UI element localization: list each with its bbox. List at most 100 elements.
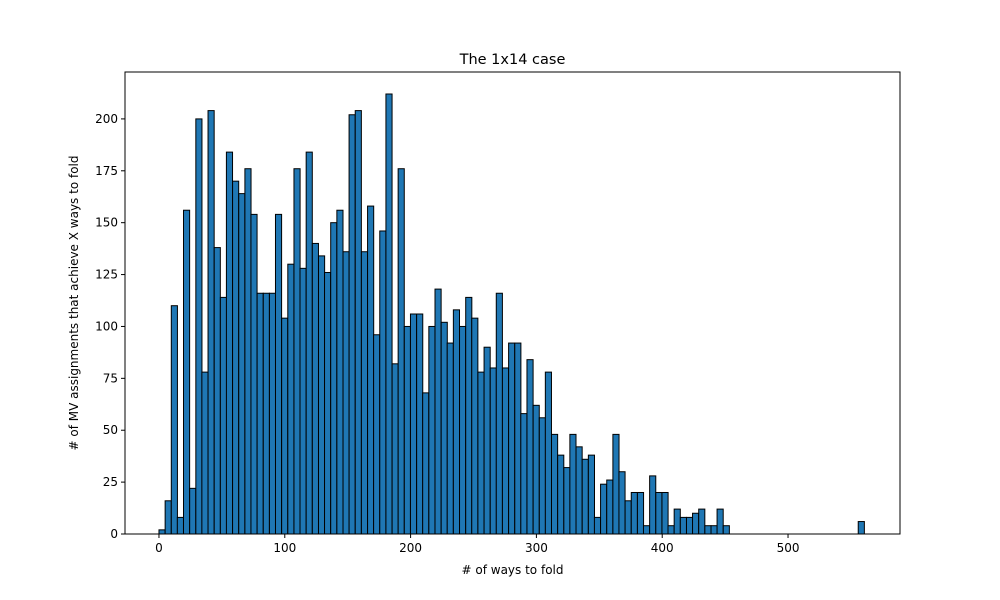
histogram-bar xyxy=(256,292,264,535)
histogram-bar xyxy=(636,491,645,535)
histogram-bar xyxy=(274,213,283,535)
histogram-bar xyxy=(219,296,227,535)
histogram-bar xyxy=(317,255,326,535)
histogram-bar xyxy=(225,151,234,535)
x-axis: 0 100 200 300 400 500 xyxy=(155,534,799,555)
histogram-bar xyxy=(373,334,381,535)
histogram-bar xyxy=(618,471,626,535)
histogram-bar xyxy=(324,271,332,535)
histogram-bar xyxy=(354,110,362,535)
histogram-bar xyxy=(360,251,369,535)
histogram-bar xyxy=(514,342,522,535)
x-tick-label: 200 xyxy=(399,541,422,555)
histogram-bar xyxy=(348,114,356,535)
histogram-bar xyxy=(624,500,632,535)
histogram-bar xyxy=(593,516,602,535)
histogram-bar xyxy=(342,251,350,535)
histogram-bar xyxy=(207,110,215,535)
histogram-bar xyxy=(213,247,221,535)
histogram-bar xyxy=(520,413,528,535)
histogram-bar xyxy=(440,321,448,535)
histogram-bar xyxy=(201,371,209,535)
histogram-bar xyxy=(250,213,258,535)
x-tick-label: 300 xyxy=(525,541,548,555)
histogram-bar xyxy=(158,529,166,535)
histogram-bar xyxy=(176,516,184,535)
histogram-bar xyxy=(434,288,442,535)
histogram-bar xyxy=(397,168,405,535)
histogram-bar xyxy=(379,230,387,535)
histogram-bar xyxy=(311,242,319,535)
histogram-bar xyxy=(642,525,651,535)
histogram-bar xyxy=(551,433,559,535)
histogram-bar xyxy=(385,93,393,535)
x-tick-label: 400 xyxy=(651,541,674,555)
histogram-bar xyxy=(722,525,730,535)
y-tick-label: 175 xyxy=(95,164,118,178)
histogram-bar xyxy=(305,151,313,535)
histogram-bar xyxy=(238,193,246,535)
histogram-bar xyxy=(422,392,430,535)
histogram-bar xyxy=(630,491,638,535)
histogram-bar xyxy=(477,371,485,535)
histogram-bar xyxy=(587,454,595,535)
histogram-bar xyxy=(612,433,620,535)
histogram-bar xyxy=(716,508,724,535)
histogram-bar xyxy=(409,313,418,535)
histogram-bar xyxy=(244,168,252,535)
histogram-bar xyxy=(704,525,712,535)
histogram-bar xyxy=(195,118,203,535)
y-axis-label: # of MV assignments that achieve X ways … xyxy=(67,156,81,451)
y-axis: 0 25 50 75 100 125 150 175 200 xyxy=(95,112,125,541)
histogram-bar xyxy=(649,475,657,535)
histogram-bar xyxy=(489,367,497,535)
histogram-bar xyxy=(710,525,718,535)
histogram-bar xyxy=(293,168,301,535)
histogram-bar xyxy=(557,454,565,535)
y-tick-label: 100 xyxy=(95,319,118,333)
histogram-bar xyxy=(538,417,546,535)
histogram-bar xyxy=(483,346,491,535)
histogram-bar xyxy=(673,508,681,535)
histogram-bar xyxy=(679,516,687,535)
y-tick-label: 0 xyxy=(110,527,118,541)
chart-title: The 1x14 case xyxy=(459,52,566,68)
y-tick-label: 200 xyxy=(95,112,118,126)
histogram-bar xyxy=(692,512,700,535)
x-axis-label: # of ways to fold xyxy=(462,563,564,577)
histogram-bar xyxy=(336,209,344,535)
histogram-bar xyxy=(575,446,583,535)
y-tick-label: 50 xyxy=(103,423,118,437)
plot-frame xyxy=(124,71,901,535)
histogram-bar xyxy=(459,325,467,535)
histogram-bar xyxy=(581,458,589,535)
histogram-bar xyxy=(495,292,503,535)
y-tick-label: 75 xyxy=(103,371,118,385)
histogram-bar xyxy=(501,367,510,535)
histogram-bar xyxy=(183,209,191,535)
histogram-bar xyxy=(544,371,552,535)
histogram-bar xyxy=(600,483,608,535)
histogram-bar xyxy=(667,525,675,535)
x-tick-label: 500 xyxy=(777,541,800,555)
histogram-bar xyxy=(471,317,479,535)
histogram-bar xyxy=(299,267,307,535)
histogram-bar xyxy=(330,222,338,535)
histogram-bar xyxy=(508,342,516,535)
histogram-bar xyxy=(698,508,706,535)
histogram-bar xyxy=(452,309,461,535)
histogram-bar xyxy=(569,433,577,535)
histogram-bar xyxy=(446,342,454,535)
histogram-bar xyxy=(563,467,571,535)
histogram-bar xyxy=(391,363,399,535)
histogram-bar xyxy=(287,263,295,535)
histogram-bar xyxy=(606,479,614,535)
y-tick-label: 125 xyxy=(95,268,118,282)
y-tick-label: 150 xyxy=(95,216,118,230)
histogram-bar xyxy=(367,205,375,535)
histogram-bar xyxy=(262,292,270,535)
histogram-bar xyxy=(465,296,473,535)
histogram-bar xyxy=(655,491,663,535)
histogram-bar xyxy=(526,359,534,535)
